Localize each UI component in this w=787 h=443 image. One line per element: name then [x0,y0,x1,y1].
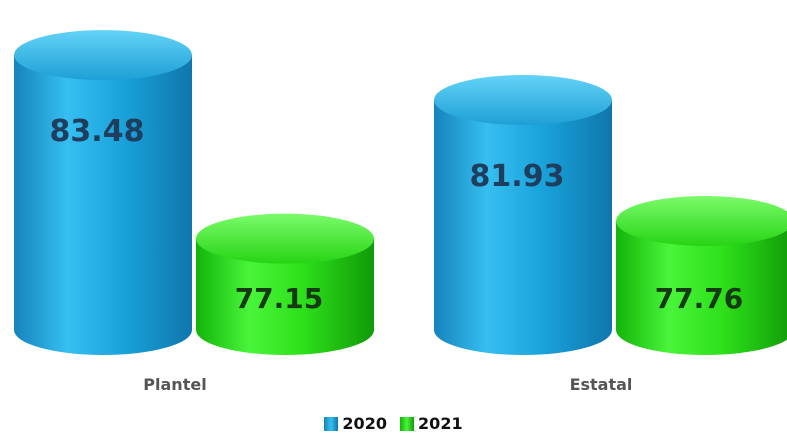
bar-top [14,30,192,81]
legend-label-2021: 2021 [418,414,463,433]
legend-swatch-2020 [324,416,339,431]
bar-top [196,213,374,264]
bar-body [196,238,374,355]
bar-body [14,55,192,355]
value-label-2021-plantel: 77.15 [235,282,324,315]
bars-layer [14,30,787,355]
legend-label-2020: 2020 [342,414,387,433]
legend-item-2020: 2020 [324,414,387,433]
bar-2021-estatal [616,195,787,355]
category-label-estatal: Estatal [570,375,633,394]
legend: 2020 2021 [0,414,787,435]
bar-2020-estatal [434,75,612,355]
category-label-plantel: Plantel [143,375,206,394]
bar-body [616,220,787,355]
value-label-2020-plantel: 83.48 [50,114,145,149]
legend-swatch-2021 [400,416,415,431]
bar-body [434,100,612,355]
value-label-2021-estatal: 77.76 [655,282,744,315]
bar-top [434,75,612,126]
bar-top [616,195,787,246]
labels-layer: 83.48 77.15 Plantel 81.93 77.76 Estatal [50,114,744,394]
bar-2020-plantel [14,30,192,355]
value-label-2020-estatal: 81.93 [470,159,565,194]
legend-item-2021: 2021 [400,414,463,433]
bar-2021-plantel [196,213,374,355]
